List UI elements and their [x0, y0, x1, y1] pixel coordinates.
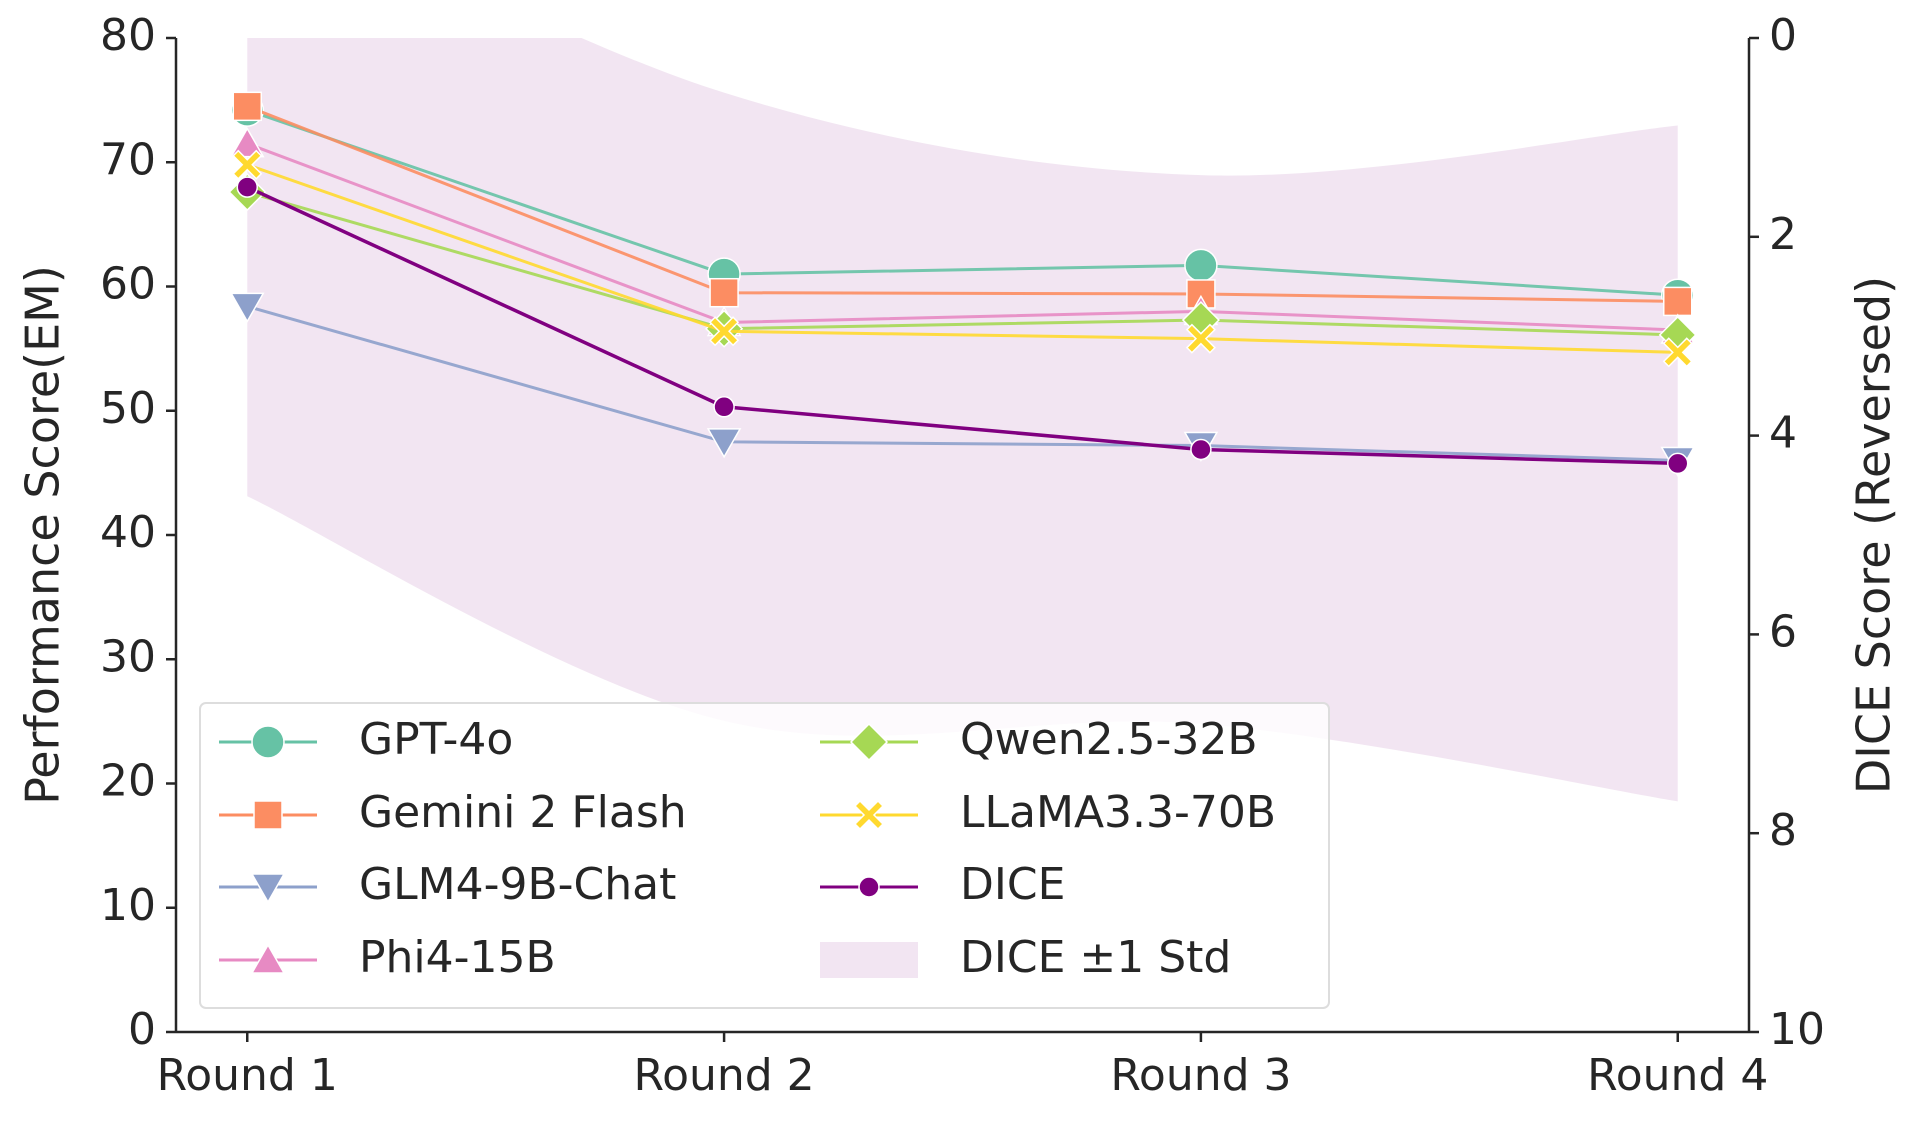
legend-label: GLM4-9B-Chat: [359, 859, 676, 910]
y2-tick-label: 10: [1769, 1004, 1825, 1055]
legend-marker: [858, 876, 880, 898]
y2-tick-label: 2: [1769, 209, 1797, 260]
legend-marker: [849, 722, 889, 762]
x-tick-label: Round 4: [1587, 1050, 1768, 1101]
x-tick-label: Round 1: [157, 1050, 338, 1101]
legend-label: Phi4-15B: [359, 932, 556, 983]
legend: GPT-4o Gemini 2 Flash GLM4-9B-Chat Phi4-15B…: [199, 702, 1330, 1009]
legend-band: [820, 942, 918, 978]
series-line: [246, 190, 1678, 337]
x-tick-label: Round 3: [1110, 1050, 1291, 1101]
marker: [1662, 286, 1693, 317]
y2-tick-label: 6: [1769, 606, 1797, 657]
band-group: [247, 38, 1678, 802]
legend-label: Qwen2.5-32B: [960, 714, 1258, 765]
y2-axis-label: DICE Score (Reversed): [1847, 276, 1901, 794]
legend-label: DICE ±1 Std: [960, 932, 1231, 983]
marker: [236, 176, 259, 198]
y-tick-label: 60: [100, 259, 156, 310]
y-axis-label: Performance Score(EM): [16, 265, 70, 805]
marker: [706, 428, 742, 459]
legend-label: Gemini 2 Flash: [359, 787, 687, 838]
y-tick-label: 40: [100, 507, 156, 558]
marker: [709, 316, 740, 347]
y2-tick-label: 4: [1769, 408, 1797, 459]
marker: [713, 396, 735, 418]
y-tick-label: 10: [100, 880, 156, 931]
marker: [232, 149, 263, 180]
marker: [1184, 248, 1218, 283]
legend-label: DICE: [960, 859, 1065, 910]
y-tick-label: 20: [100, 756, 156, 807]
y2-tick-label: 8: [1769, 805, 1797, 856]
marker: [1185, 323, 1216, 354]
series-line: [246, 185, 1678, 466]
y-tick-label: 50: [100, 383, 156, 434]
marker: [709, 277, 739, 308]
series-line: [246, 104, 1678, 303]
legend-marker: [853, 799, 885, 831]
y-tick-label: 70: [100, 134, 156, 185]
legend-marker: [250, 943, 286, 974]
x-tick-label: Round 2: [633, 1050, 814, 1101]
y2-tick-label: 0: [1769, 10, 1797, 61]
marker: [229, 127, 265, 158]
marker: [1666, 452, 1689, 475]
y-tick-label: 0: [128, 1004, 156, 1055]
y-tick-label: 80: [100, 10, 156, 61]
series-line: [246, 108, 1678, 297]
marker: [1662, 337, 1693, 368]
legend-marker: [253, 800, 283, 830]
series-line: [246, 163, 1678, 354]
series-line: [246, 142, 1678, 332]
y-tick-label: 30: [100, 631, 156, 682]
marker: [229, 292, 265, 323]
legend-frame: [199, 702, 1330, 1009]
series-line: [246, 304, 1678, 462]
marker: [1190, 438, 1212, 461]
legend-marker: [251, 725, 285, 759]
legend-label: GPT-4o: [359, 714, 513, 765]
marker: [232, 91, 263, 122]
legend-label: LLaMA3.3-70B: [960, 787, 1276, 838]
legend-marker: [250, 873, 286, 904]
std-band: [247, 38, 1678, 802]
